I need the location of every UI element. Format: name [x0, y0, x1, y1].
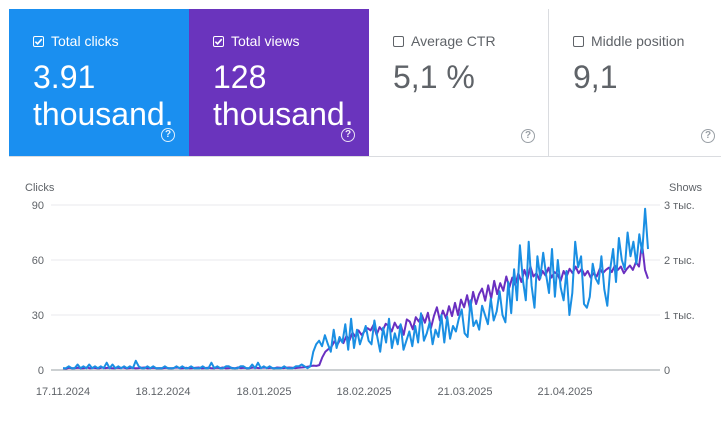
card-header: Total clicks — [33, 34, 119, 48]
x-tick-label: 21.04.2025 — [537, 386, 592, 398]
grid-lines — [51, 204, 660, 371]
right-tick-label: 0 — [664, 365, 670, 377]
left-tick-label: 60 — [32, 255, 44, 267]
card-header: Total views — [213, 34, 299, 48]
card-header: Average CTR — [393, 34, 496, 48]
card-header: Middle position — [573, 34, 684, 48]
right-tick-label: 3 тыс. — [664, 200, 695, 212]
card-label: Average CTR — [411, 33, 496, 49]
checkbox-checked-icon[interactable] — [33, 35, 44, 47]
card-value: 5,1 % — [393, 59, 475, 95]
help-icon[interactable]: ? — [701, 129, 715, 143]
x-tick-label: 17.11.2024 — [36, 386, 90, 398]
card-label: Total clicks — [51, 33, 119, 49]
left-tick-label: 30 — [32, 310, 44, 322]
help-icon[interactable]: ? — [161, 128, 175, 142]
left-tick-label: 90 — [32, 200, 44, 212]
card-value: 128 thousand. — [213, 59, 354, 132]
help-icon[interactable]: ? — [521, 129, 535, 143]
right-tick-label: 1 тыс. — [664, 310, 695, 322]
card-label: Total views — [231, 33, 300, 49]
left-tick-label: 0 — [38, 365, 44, 377]
performance-chart: Clicks Shows 90 3 тыс. 60 2 тыс. 30 1 тыс. 0 0 1… — [0, 175, 726, 425]
line-chart: Clicks Shows 90 3 тыс. 60 2 тыс. 30 1 тыс. 0 0 1… — [25, 182, 703, 398]
checkbox-unchecked-icon[interactable] — [573, 35, 584, 47]
card-total-views[interactable]: Total views 128 thousand. ? — [189, 9, 369, 157]
right-tick-label: 2 тыс. — [664, 255, 695, 267]
axis-ticks: 90 3 тыс. 60 2 тыс. 30 1 тыс. 0 0 17.11.2024 18.1… — [32, 200, 695, 398]
card-value: 9,1 — [573, 59, 618, 95]
right-axis-label: Shows — [669, 182, 703, 194]
series-lines — [62, 207, 649, 370]
card-divider — [548, 9, 549, 157]
card-total-clicks[interactable]: Total clicks 3.91 thousand. ? — [9, 9, 189, 157]
checkbox-checked-icon[interactable] — [213, 35, 224, 47]
x-tick-label: 18.01.2025 — [236, 386, 291, 398]
checkbox-unchecked-icon[interactable] — [393, 35, 404, 47]
cards-bottom-rule — [9, 156, 721, 157]
metric-cards: Total clicks 3.91 thousand. ? Total view… — [9, 9, 721, 157]
series-clicks-line — [63, 207, 649, 370]
card-value: 3.91 thousand. — [33, 59, 174, 132]
help-icon[interactable]: ? — [341, 128, 355, 142]
x-tick-label: 18.02.2025 — [336, 386, 391, 398]
series-views-line — [62, 242, 649, 370]
card-average-ctr[interactable]: Average CTR 5,1 % ? — [369, 9, 548, 157]
card-label: Middle position — [591, 33, 685, 49]
x-tick-label: 18.12.2024 — [135, 386, 190, 398]
x-tick-label: 21.03.2025 — [437, 386, 492, 398]
card-middle-position[interactable]: Middle position 9,1 ? — [549, 9, 721, 157]
left-axis-label: Clicks — [25, 182, 55, 194]
